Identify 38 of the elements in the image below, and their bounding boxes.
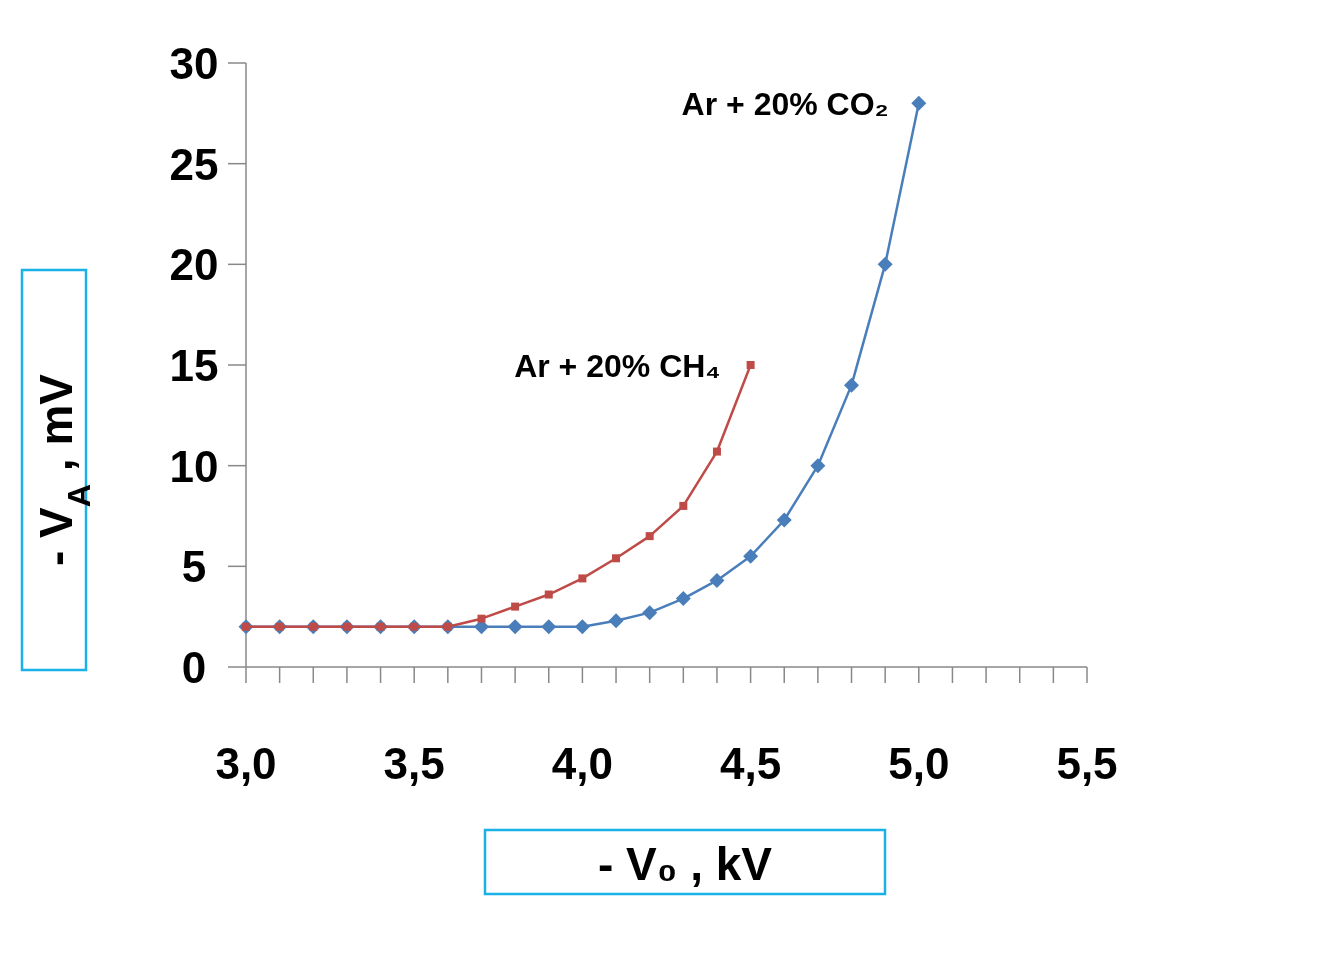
x-tick-label: 4,5 xyxy=(720,739,782,788)
point xyxy=(507,619,523,635)
y-tick-label: 25 xyxy=(169,139,219,189)
point xyxy=(544,590,553,599)
series-label: Ar + 20% CH₄ xyxy=(514,348,721,384)
point xyxy=(541,619,557,635)
point xyxy=(675,591,691,607)
series-label: Ar + 20% CO₂ xyxy=(681,86,889,123)
y-tick-label: 20 xyxy=(169,240,219,290)
point xyxy=(712,447,721,456)
point xyxy=(578,574,587,583)
point xyxy=(511,602,520,611)
point xyxy=(746,361,755,369)
point xyxy=(877,256,893,272)
point xyxy=(844,377,860,393)
x-tick-label: 4,0 xyxy=(551,739,613,788)
point xyxy=(574,619,590,635)
y-tick-label: 0 xyxy=(181,643,207,692)
point xyxy=(679,501,688,510)
point xyxy=(709,572,725,588)
point xyxy=(645,532,654,541)
point xyxy=(642,605,658,621)
point xyxy=(810,458,826,474)
point xyxy=(608,613,624,629)
x-axis-title: - V₀ , kV xyxy=(597,838,773,890)
y-tick-label: 10 xyxy=(169,441,219,491)
point xyxy=(776,512,792,528)
point xyxy=(911,95,927,111)
point xyxy=(477,614,486,623)
y-tick-label: 5 xyxy=(181,542,207,592)
x-tick-label: 3,0 xyxy=(215,739,277,788)
point xyxy=(743,548,759,564)
y-tick-label: 15 xyxy=(169,341,219,390)
y-tick-label: 30 xyxy=(169,39,219,88)
x-tick-label: 5,0 xyxy=(888,739,950,788)
x-tick-label: 5,5 xyxy=(1056,739,1118,788)
x-tick-label: 3,5 xyxy=(383,739,445,788)
point xyxy=(612,554,621,563)
